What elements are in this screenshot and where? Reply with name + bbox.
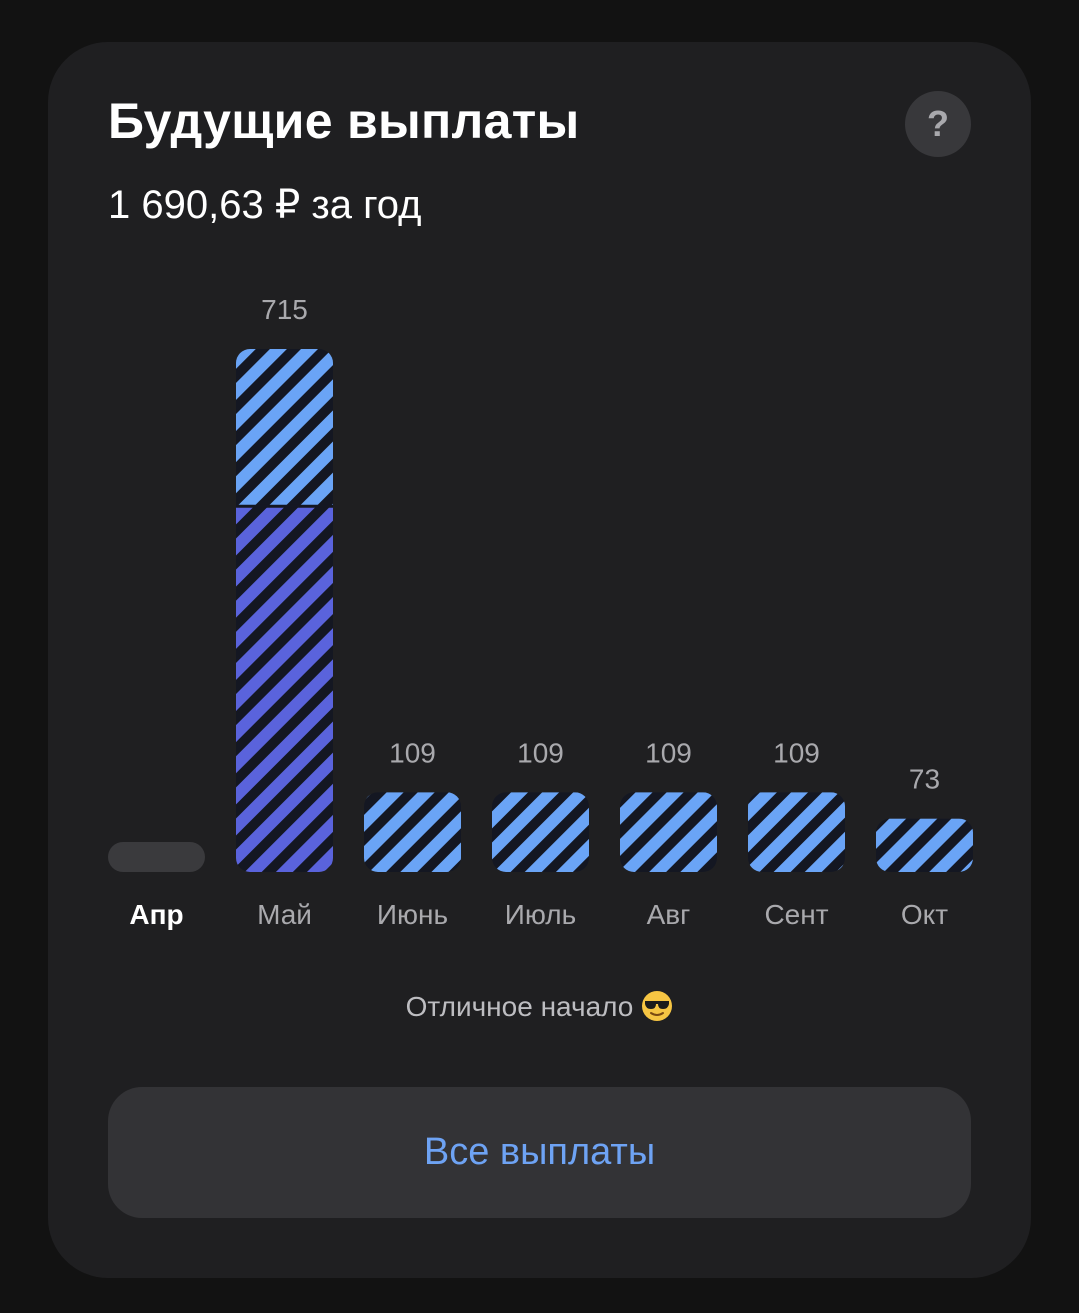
status-note-text: Отличное начало (405, 991, 634, 1022)
card-title: Будущие выплаты (108, 93, 580, 149)
bar[interactable] (748, 792, 845, 872)
month-label[interactable]: Май (257, 899, 312, 930)
month-label[interactable]: Авг (647, 899, 691, 930)
bar[interactable] (876, 818, 973, 872)
bar-value-label: 109 (389, 737, 436, 768)
bar-group-4[interactable]: 109 Авг (620, 737, 717, 930)
bar-value-label: 715 (261, 294, 308, 325)
bar-empty[interactable] (108, 842, 205, 872)
month-label[interactable]: Апр (129, 899, 183, 930)
bar-group-1[interactable]: 715 Май (236, 294, 333, 930)
bar-group-0[interactable]: Апр (108, 842, 205, 930)
question-icon: ? (927, 103, 949, 144)
month-label[interactable]: Сент (764, 899, 828, 930)
all-payments-button[interactable]: Все выплаты (108, 1087, 971, 1218)
yearly-total: 1 690,63 ₽ за год (108, 183, 422, 227)
bar-group-2[interactable]: 109 Июнь (364, 737, 461, 930)
month-label[interactable]: Июль (505, 899, 576, 930)
month-label[interactable]: Окт (901, 899, 948, 930)
bar-value-label: 73 (909, 764, 940, 795)
future-payments-card: Будущие выплаты 1 690,63 ₽ за год ? Апр 7… (48, 42, 1031, 1278)
bar-value-label: 109 (517, 737, 564, 768)
help-button[interactable]: ? (905, 91, 971, 157)
bar[interactable] (620, 792, 717, 872)
bar[interactable] (236, 349, 333, 507)
status-note: Отличное начало (48, 990, 1031, 1023)
bar-value-label: 109 (645, 737, 692, 768)
bar[interactable] (364, 792, 461, 872)
bar-group-3[interactable]: 109 Июль (492, 737, 589, 930)
month-label[interactable]: Июнь (377, 899, 448, 930)
bar-segment-received[interactable] (236, 506, 333, 872)
payments-bar-chart: Апр 715 Май 109 Июнь 109 Июль 109 Авг 109 Сент 73 Ок… (108, 294, 973, 930)
bar-group-6[interactable]: 73 Окт (876, 764, 973, 930)
bar-group-5[interactable]: 109 Сент (748, 737, 845, 930)
bar[interactable] (492, 792, 589, 872)
sunglasses-emoji-icon (642, 991, 673, 1021)
bar-value-label: 109 (773, 737, 820, 768)
